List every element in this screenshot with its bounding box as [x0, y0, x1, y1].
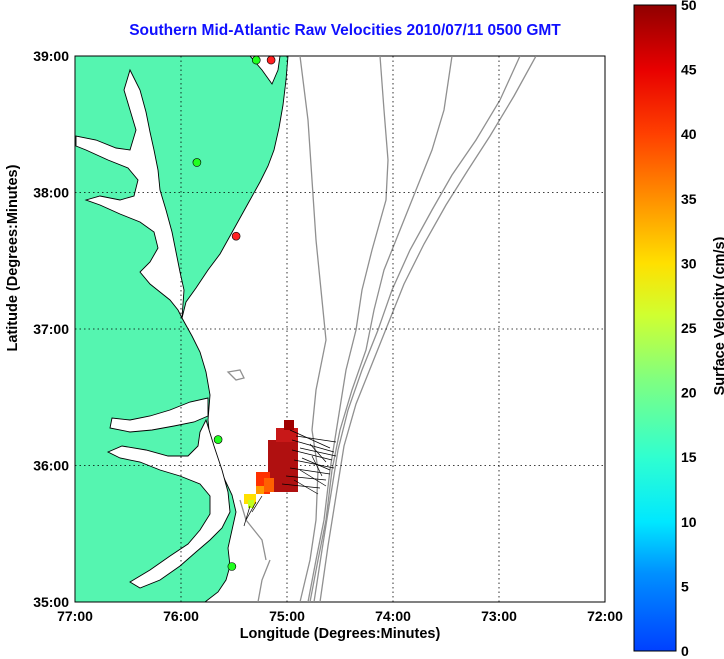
velocity-vectors	[243, 429, 337, 527]
y-axis-ticks: 39:00 38:00 37:00 36:00 35:00	[33, 48, 69, 610]
y-tick-label: 38:00	[33, 185, 69, 201]
colorbar-ticks: 0 5 10 15 20 25 30 35 40 45 50	[681, 0, 697, 659]
x-tick-label: 74:00	[375, 608, 411, 624]
colorbar-tick-label: 0	[681, 643, 689, 659]
station-marker	[192, 158, 202, 167]
y-tick-label: 37:00	[33, 321, 69, 337]
x-tick-label: 73:00	[481, 608, 517, 624]
colorbar-tick-label: 10	[681, 514, 697, 530]
colorbar-tick-label: 25	[681, 320, 697, 336]
chesapeake-bay	[75, 68, 185, 320]
map-title: Southern Mid-Atlantic Raw Velocities 201…	[129, 22, 561, 39]
colorbar-tick-label: 20	[681, 385, 697, 401]
albemarle-sound	[109, 397, 209, 433]
colorbar-tick-label: 35	[681, 191, 697, 207]
land-mass	[75, 56, 289, 602]
colorbar-tick-label: 45	[681, 62, 697, 78]
station-marker	[266, 55, 276, 65]
x-axis-label: Longitude (Degrees:Minutes)	[239, 626, 441, 642]
colorbar-tick-label: 5	[681, 578, 689, 594]
colorbar-tick-label: 15	[681, 449, 697, 465]
x-tick-label: 77:00	[57, 608, 93, 624]
station-marker	[227, 562, 237, 571]
bathymetry-contours	[226, 56, 537, 602]
y-tick-label: 39:00	[33, 48, 69, 64]
station-marker	[213, 435, 223, 444]
velocity-field	[244, 420, 298, 508]
y-tick-label: 35:00	[33, 594, 69, 610]
x-tick-label: 72:00	[587, 608, 623, 624]
colorbar	[633, 4, 677, 652]
x-tick-label: 76:00	[163, 608, 199, 624]
y-tick-label: 36:00	[33, 458, 69, 474]
x-axis-ticks: 77:00 76:00 75:00 74:00 73:00 72:00	[57, 608, 623, 624]
colorbar-tick-label: 30	[681, 255, 697, 271]
x-tick-label: 75:00	[269, 608, 305, 624]
station-marker	[231, 231, 241, 241]
grid-lines	[75, 56, 605, 602]
station-marker	[251, 55, 261, 65]
station-markers	[192, 55, 276, 571]
colorbar-tick-label: 40	[681, 126, 697, 142]
colorbar-tick-label: 50	[681, 0, 697, 13]
pamlico-sound	[106, 418, 231, 589]
